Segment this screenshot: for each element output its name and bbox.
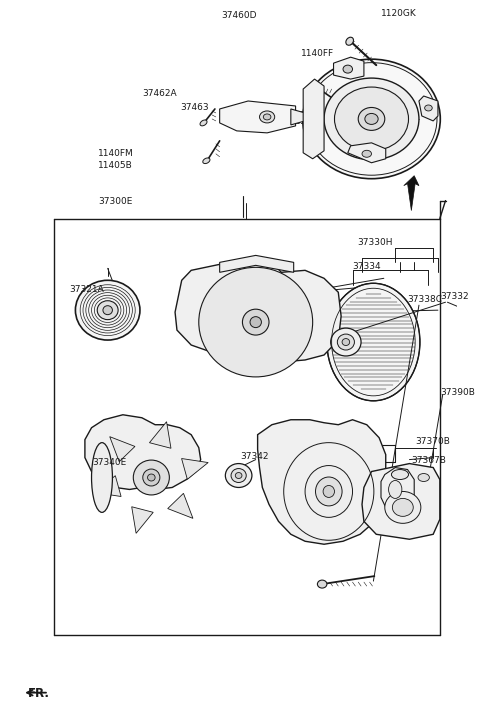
Ellipse shape: [133, 460, 169, 495]
Text: 37460D: 37460D: [222, 11, 257, 21]
Ellipse shape: [323, 486, 335, 498]
Polygon shape: [168, 493, 193, 518]
Ellipse shape: [305, 465, 352, 518]
Text: 37367B: 37367B: [411, 455, 446, 464]
Ellipse shape: [203, 158, 210, 163]
Ellipse shape: [337, 334, 354, 350]
Text: 37390B: 37390B: [441, 388, 476, 397]
Ellipse shape: [362, 151, 372, 157]
Text: FR.: FR.: [28, 686, 50, 700]
Ellipse shape: [343, 65, 352, 73]
Ellipse shape: [103, 305, 112, 315]
Ellipse shape: [331, 328, 361, 356]
Ellipse shape: [392, 498, 413, 516]
Polygon shape: [362, 464, 440, 539]
Ellipse shape: [358, 107, 385, 130]
Polygon shape: [132, 507, 153, 533]
Text: 37321A: 37321A: [70, 285, 105, 294]
Polygon shape: [404, 176, 419, 211]
Text: 37463: 37463: [180, 103, 208, 112]
Ellipse shape: [231, 469, 246, 482]
Text: 37330H: 37330H: [357, 238, 393, 247]
Ellipse shape: [147, 474, 155, 481]
Ellipse shape: [75, 280, 140, 340]
Ellipse shape: [324, 78, 419, 160]
Ellipse shape: [235, 472, 242, 479]
Ellipse shape: [315, 477, 342, 506]
Polygon shape: [348, 143, 386, 163]
Ellipse shape: [143, 469, 160, 486]
Text: 37338C: 37338C: [408, 296, 443, 304]
Ellipse shape: [317, 580, 327, 588]
Text: 37300E: 37300E: [98, 197, 132, 206]
Ellipse shape: [327, 284, 420, 401]
Ellipse shape: [303, 59, 440, 179]
Text: 1120GK: 1120GK: [381, 9, 417, 18]
Ellipse shape: [264, 114, 271, 120]
Ellipse shape: [225, 464, 252, 487]
Ellipse shape: [385, 491, 421, 523]
Polygon shape: [85, 415, 201, 489]
Ellipse shape: [199, 267, 312, 377]
Polygon shape: [220, 101, 296, 133]
Polygon shape: [175, 260, 341, 362]
Text: 37342: 37342: [240, 452, 269, 461]
Text: 11405B: 11405B: [98, 160, 133, 170]
Ellipse shape: [250, 317, 262, 327]
Text: 37340E: 37340E: [93, 457, 127, 467]
Polygon shape: [303, 79, 324, 159]
Polygon shape: [220, 255, 294, 272]
Polygon shape: [334, 57, 364, 79]
Ellipse shape: [316, 86, 323, 92]
Ellipse shape: [260, 111, 275, 123]
Polygon shape: [181, 459, 208, 479]
Ellipse shape: [389, 481, 402, 498]
Ellipse shape: [346, 37, 353, 45]
Polygon shape: [381, 467, 414, 511]
Text: 1140FF: 1140FF: [301, 49, 335, 58]
Ellipse shape: [200, 120, 207, 126]
Ellipse shape: [97, 300, 118, 320]
Text: 37334: 37334: [352, 262, 381, 271]
Ellipse shape: [335, 87, 408, 151]
Text: 37370B: 37370B: [415, 437, 450, 445]
Ellipse shape: [391, 469, 408, 479]
Ellipse shape: [92, 443, 112, 513]
Polygon shape: [95, 476, 121, 496]
Ellipse shape: [342, 339, 349, 346]
Text: 37462A: 37462A: [142, 89, 177, 98]
Ellipse shape: [365, 113, 378, 124]
Text: 37332: 37332: [441, 292, 469, 301]
Ellipse shape: [418, 474, 430, 481]
Polygon shape: [258, 420, 386, 544]
Ellipse shape: [425, 105, 432, 111]
Text: 1140FM: 1140FM: [98, 148, 134, 158]
Polygon shape: [149, 421, 171, 448]
Polygon shape: [110, 437, 135, 462]
Polygon shape: [291, 109, 305, 125]
Polygon shape: [419, 96, 438, 121]
Ellipse shape: [242, 309, 269, 335]
